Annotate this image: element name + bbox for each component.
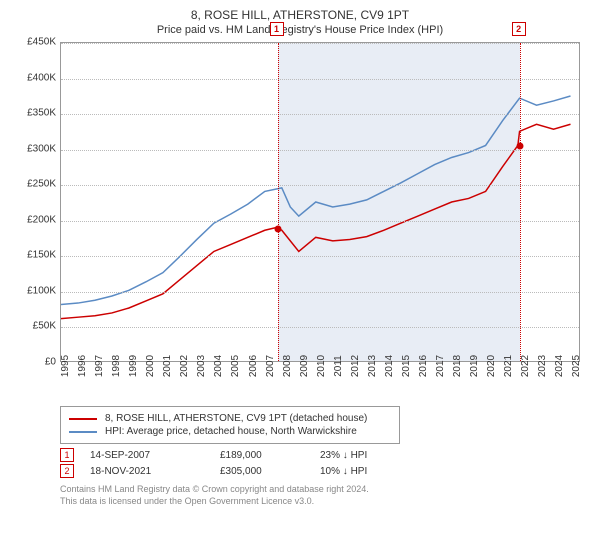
x-axis-label: 2020	[486, 355, 497, 377]
gridline-h	[61, 292, 579, 293]
marker-box: 2	[512, 22, 526, 36]
legend-swatch-hpi	[69, 431, 97, 433]
x-axis-label: 2016	[418, 355, 429, 377]
y-axis-label: £0	[12, 357, 56, 368]
y-axis-label: £250K	[12, 179, 56, 190]
x-axis-label: 2006	[248, 355, 259, 377]
x-axis-label: 2009	[299, 355, 310, 377]
transaction-delta-2: 10% ↓ HPI	[320, 466, 440, 477]
chart-subtitle: Price paid vs. HM Land Registry's House …	[12, 24, 588, 36]
x-axis-label: 2017	[435, 355, 446, 377]
y-axis-label: £50K	[12, 321, 56, 332]
transaction-price-2: £305,000	[220, 466, 320, 477]
marker-dot	[274, 225, 281, 232]
transaction-date-2: 18-NOV-2021	[90, 466, 220, 477]
x-axis-label: 2012	[350, 355, 361, 377]
x-axis-label: 1999	[128, 355, 139, 377]
x-axis-label: 2015	[401, 355, 412, 377]
gridline-h	[61, 256, 579, 257]
x-axis-label: 2013	[367, 355, 378, 377]
x-axis-label: 2022	[520, 355, 531, 377]
transaction-delta-1: 23% ↓ HPI	[320, 450, 440, 461]
legend-box: 8, ROSE HILL, ATHERSTONE, CV9 1PT (detac…	[60, 406, 400, 444]
legend-label-property: 8, ROSE HILL, ATHERSTONE, CV9 1PT (detac…	[105, 413, 367, 424]
plot-region	[60, 42, 580, 362]
transaction-marker-1: 1	[60, 448, 74, 462]
transaction-row-2: 2 18-NOV-2021 £305,000 10% ↓ HPI	[60, 464, 588, 478]
line-canvas	[61, 43, 579, 361]
x-axis-label: 2023	[537, 355, 548, 377]
x-axis-label: 2021	[503, 355, 514, 377]
y-axis-label: £350K	[12, 108, 56, 119]
x-axis-label: 1997	[94, 355, 105, 377]
x-axis-label: 2000	[145, 355, 156, 377]
x-axis-label: 2003	[196, 355, 207, 377]
legend-item-hpi: HPI: Average price, detached house, Nort…	[69, 426, 391, 437]
gridline-h	[61, 185, 579, 186]
chart-title: 8, ROSE HILL, ATHERSTONE, CV9 1PT	[12, 8, 588, 22]
footer-text: Contains HM Land Registry data © Crown c…	[60, 484, 588, 507]
series-hpi	[61, 96, 571, 304]
x-axis-label: 2002	[179, 355, 190, 377]
x-axis-label: 2025	[571, 355, 582, 377]
y-axis-label: £200K	[12, 214, 56, 225]
legend-swatch-property	[69, 418, 97, 420]
gridline-h	[61, 221, 579, 222]
marker-box: 1	[270, 22, 284, 36]
marker-dot	[516, 143, 523, 150]
gridline-h	[61, 327, 579, 328]
y-axis-label: £300K	[12, 143, 56, 154]
transaction-row-1: 1 14-SEP-2007 £189,000 23% ↓ HPI	[60, 448, 588, 462]
x-axis-label: 2001	[162, 355, 173, 377]
y-axis-label: £450K	[12, 37, 56, 48]
transaction-marker-2: 2	[60, 464, 74, 478]
legend-label-hpi: HPI: Average price, detached house, Nort…	[105, 426, 357, 437]
y-axis-label: £400K	[12, 72, 56, 83]
x-axis-label: 1998	[111, 355, 122, 377]
y-axis-label: £100K	[12, 285, 56, 296]
transaction-price-1: £189,000	[220, 450, 320, 461]
x-axis-label: 2004	[213, 355, 224, 377]
x-axis-label: 2011	[333, 355, 344, 377]
x-axis-label: 1995	[60, 355, 71, 377]
marker-line	[278, 43, 279, 361]
gridline-h	[61, 79, 579, 80]
gridline-h	[61, 114, 579, 115]
footer-line-1: Contains HM Land Registry data © Crown c…	[60, 484, 588, 496]
x-axis-label: 2010	[316, 355, 327, 377]
chart-area: £0 £50K £100K £150K £200K £250K £300K £350K £400…	[12, 42, 588, 402]
x-axis-label: 2018	[452, 355, 463, 377]
gridline-h	[61, 150, 579, 151]
x-axis-label: 2019	[469, 355, 480, 377]
x-axis-label: 1996	[77, 355, 88, 377]
marker-line	[520, 43, 521, 361]
y-axis-label: £150K	[12, 250, 56, 261]
transaction-date-1: 14-SEP-2007	[90, 450, 220, 461]
x-axis-label: 2014	[384, 355, 395, 377]
legend-item-property: 8, ROSE HILL, ATHERSTONE, CV9 1PT (detac…	[69, 413, 391, 424]
gridline-h	[61, 43, 579, 44]
x-axis-label: 2024	[554, 355, 565, 377]
x-axis-label: 2005	[230, 355, 241, 377]
x-axis-label: 2008	[282, 355, 293, 377]
footer-line-2: This data is licensed under the Open Gov…	[60, 496, 588, 508]
x-axis-label: 2007	[265, 355, 276, 377]
chart-container: 8, ROSE HILL, ATHERSTONE, CV9 1PT Price …	[0, 0, 600, 560]
